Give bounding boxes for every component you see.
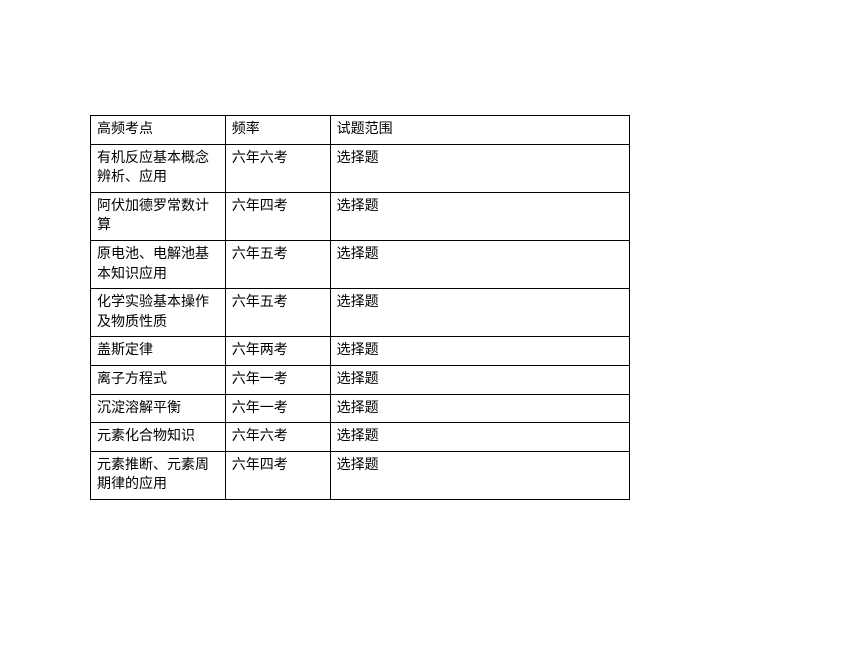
cell-frequency: 六年六考 xyxy=(225,423,330,452)
table-row: 阿伏加德罗常数计算 六年四考 选择题 xyxy=(91,192,630,240)
cell-scope: 选择题 xyxy=(330,289,629,337)
cell-topic: 化学实验基本操作及物质性质 xyxy=(91,289,226,337)
cell-frequency: 六年五考 xyxy=(225,240,330,288)
cell-topic: 沉淀溶解平衡 xyxy=(91,394,226,423)
cell-topic: 离子方程式 xyxy=(91,365,226,394)
cell-topic: 有机反应基本概念辨析、应用 xyxy=(91,144,226,192)
cell-scope: 选择题 xyxy=(330,240,629,288)
cell-topic: 原电池、电解池基本知识应用 xyxy=(91,240,226,288)
cell-scope: 选择题 xyxy=(330,451,629,499)
table-header-row: 高频考点 频率 试题范围 xyxy=(91,116,630,145)
table-row: 沉淀溶解平衡 六年一考 选择题 xyxy=(91,394,630,423)
cell-topic: 阿伏加德罗常数计算 xyxy=(91,192,226,240)
table-row: 原电池、电解池基本知识应用 六年五考 选择题 xyxy=(91,240,630,288)
table-row: 元素推断、元素周期律的应用 六年四考 选择题 xyxy=(91,451,630,499)
table-row: 有机反应基本概念辨析、应用 六年六考 选择题 xyxy=(91,144,630,192)
cell-topic: 元素化合物知识 xyxy=(91,423,226,452)
cell-scope: 选择题 xyxy=(330,192,629,240)
cell-frequency: 六年四考 xyxy=(225,192,330,240)
exam-topics-table: 高频考点 频率 试题范围 有机反应基本概念辨析、应用 六年六考 选择题 阿伏加德… xyxy=(90,115,630,500)
cell-frequency: 六年六考 xyxy=(225,144,330,192)
header-scope: 试题范围 xyxy=(330,116,629,145)
cell-frequency: 六年一考 xyxy=(225,365,330,394)
header-topic: 高频考点 xyxy=(91,116,226,145)
cell-frequency: 六年五考 xyxy=(225,289,330,337)
cell-scope: 选择题 xyxy=(330,394,629,423)
table-row: 盖斯定律 六年两考 选择题 xyxy=(91,337,630,366)
table-row: 化学实验基本操作及物质性质 六年五考 选择题 xyxy=(91,289,630,337)
cell-scope: 选择题 xyxy=(330,144,629,192)
cell-frequency: 六年一考 xyxy=(225,394,330,423)
cell-scope: 选择题 xyxy=(330,423,629,452)
cell-topic: 元素推断、元素周期律的应用 xyxy=(91,451,226,499)
cell-frequency: 六年四考 xyxy=(225,451,330,499)
table-row: 离子方程式 六年一考 选择题 xyxy=(91,365,630,394)
cell-scope: 选择题 xyxy=(330,365,629,394)
cell-topic: 盖斯定律 xyxy=(91,337,226,366)
header-frequency: 频率 xyxy=(225,116,330,145)
cell-frequency: 六年两考 xyxy=(225,337,330,366)
cell-scope: 选择题 xyxy=(330,337,629,366)
table-row: 元素化合物知识 六年六考 选择题 xyxy=(91,423,630,452)
